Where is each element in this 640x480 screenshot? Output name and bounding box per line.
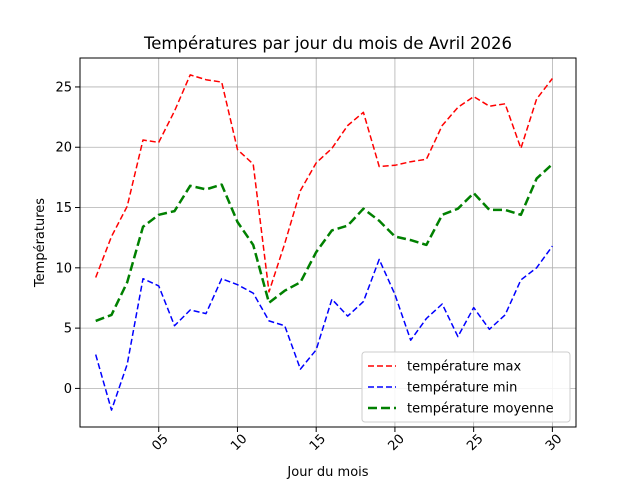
y-tick-label: 10 — [55, 261, 72, 276]
series-line-0 — [95, 74, 553, 293]
x-tick-label: 25 — [464, 432, 486, 454]
y-tick-label: 0 — [64, 382, 72, 397]
y-tick-label: 25 — [55, 80, 72, 95]
y-axis-label: Températures — [33, 198, 48, 288]
legend-box — [361, 351, 571, 423]
legend-label: température min — [407, 381, 517, 396]
grid-lines — [80, 58, 576, 427]
legend: température max température min températur… — [361, 351, 571, 423]
y-tick-label: 20 — [55, 141, 72, 156]
series-lines — [94, 74, 554, 411]
y-tick-label: 15 — [55, 201, 72, 216]
x-axis-label: Jour du mois — [286, 465, 368, 480]
series-line-1 — [94, 245, 554, 411]
x-tick-label: 20 — [386, 432, 408, 454]
x-tick-label: 30 — [543, 432, 565, 454]
x-axis-ticks: 05 10 15 20 25 30 — [149, 427, 565, 454]
plot-frame — [79, 57, 577, 428]
legend-label: température moyenne — [407, 402, 554, 417]
x-tick-label: 15 — [307, 432, 329, 454]
x-tick-label: 05 — [149, 432, 171, 454]
y-tick-label: 5 — [64, 322, 72, 337]
chart-title: Températures par jour du mois de Avril 2… — [143, 34, 512, 53]
legend-label: température max — [407, 360, 521, 375]
y-axis-ticks: 0 5 10 15 20 25 — [55, 80, 80, 397]
x-tick-label: 10 — [228, 432, 250, 454]
series-line-2 — [95, 163, 554, 323]
